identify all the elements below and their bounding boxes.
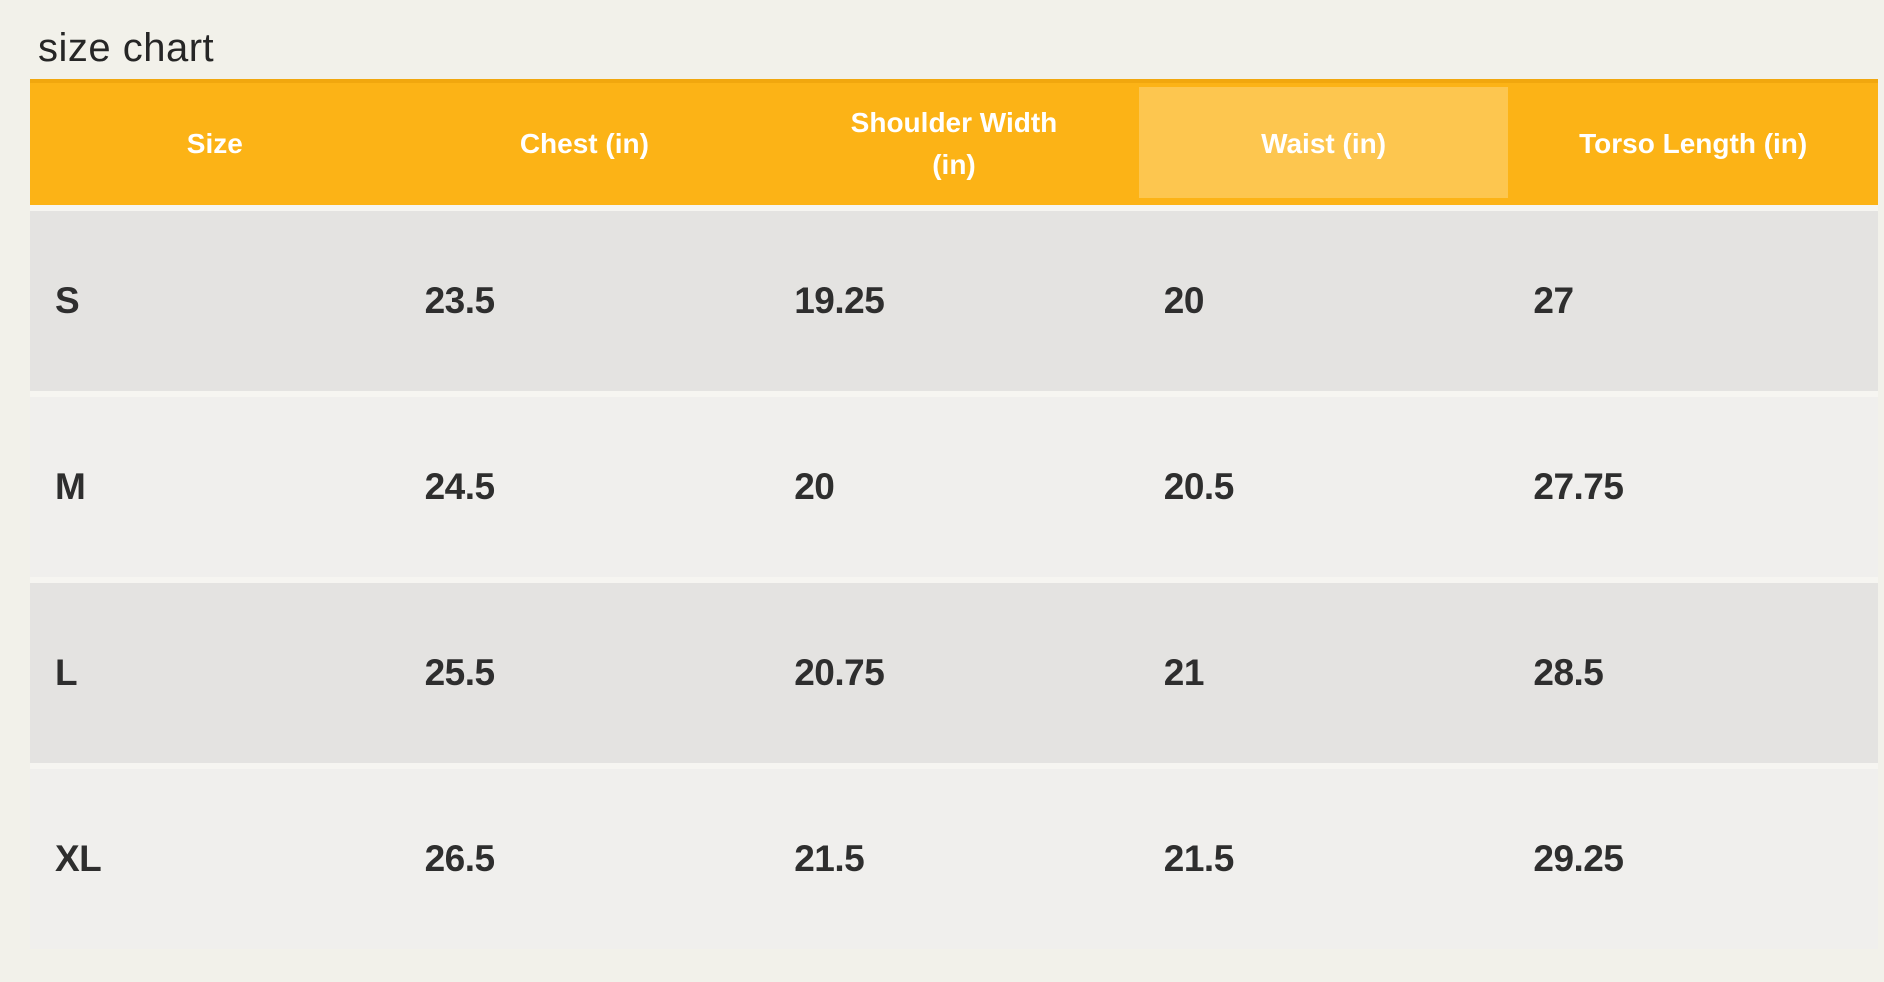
table-row-s: S 23.5 19.25 20 27 bbox=[30, 205, 1878, 391]
table-row-m: M 24.5 20 20.5 27.75 bbox=[30, 391, 1878, 577]
column-header-chest: Chest (in) bbox=[399, 79, 770, 205]
size-chart-table: Size Chest (in) Shoulder Width (in) Wais… bbox=[30, 79, 1878, 949]
column-header-torso-length: Torso Length (in) bbox=[1508, 79, 1878, 205]
cell-xl-waist: 21.5 bbox=[1138, 763, 1509, 949]
cell-xl-chest: 26.5 bbox=[399, 763, 770, 949]
cell-l-chest: 25.5 bbox=[399, 577, 770, 763]
column-header-shoulder-width-label: Shoulder Width (in) bbox=[850, 107, 1058, 180]
table-row-xl: XL 26.5 21.5 21.5 29.25 bbox=[30, 763, 1878, 949]
cell-l-waist: 21 bbox=[1138, 577, 1509, 763]
cell-s-torso: 27 bbox=[1508, 205, 1878, 391]
column-header-waist: Waist (in) bbox=[1138, 79, 1509, 205]
cell-m-size: M bbox=[30, 391, 400, 577]
table-header-row: Size Chest (in) Shoulder Width (in) Wais… bbox=[30, 79, 1878, 205]
cell-m-torso: 27.75 bbox=[1508, 391, 1878, 577]
column-header-size: Size bbox=[30, 79, 400, 205]
column-header-waist-label: Waist (in) bbox=[1261, 128, 1387, 159]
cell-m-waist: 20.5 bbox=[1138, 391, 1509, 577]
cell-m-shoulder: 20 bbox=[769, 391, 1139, 577]
column-header-shoulder-width: Shoulder Width (in) bbox=[769, 79, 1139, 205]
cell-l-size: L bbox=[30, 577, 400, 763]
cell-s-shoulder: 19.25 bbox=[769, 205, 1139, 391]
cell-s-waist: 20 bbox=[1138, 205, 1509, 391]
cell-xl-shoulder: 21.5 bbox=[769, 763, 1139, 949]
cell-s-chest: 23.5 bbox=[399, 205, 770, 391]
cell-s-size: S bbox=[30, 205, 400, 391]
column-header-torso-length-label: Torso Length (in) bbox=[1579, 128, 1808, 159]
cell-l-torso: 28.5 bbox=[1508, 577, 1878, 763]
column-header-chest-label: Chest (in) bbox=[519, 128, 649, 159]
column-header-size-label: Size bbox=[186, 128, 243, 159]
table-row-l: L 25.5 20.75 21 28.5 bbox=[30, 577, 1878, 763]
page-title: size chart bbox=[38, 26, 215, 70]
cell-xl-size: XL bbox=[30, 763, 400, 949]
cell-xl-torso: 29.25 bbox=[1508, 763, 1878, 949]
cell-l-shoulder: 20.75 bbox=[769, 577, 1139, 763]
cell-m-chest: 24.5 bbox=[399, 391, 770, 577]
